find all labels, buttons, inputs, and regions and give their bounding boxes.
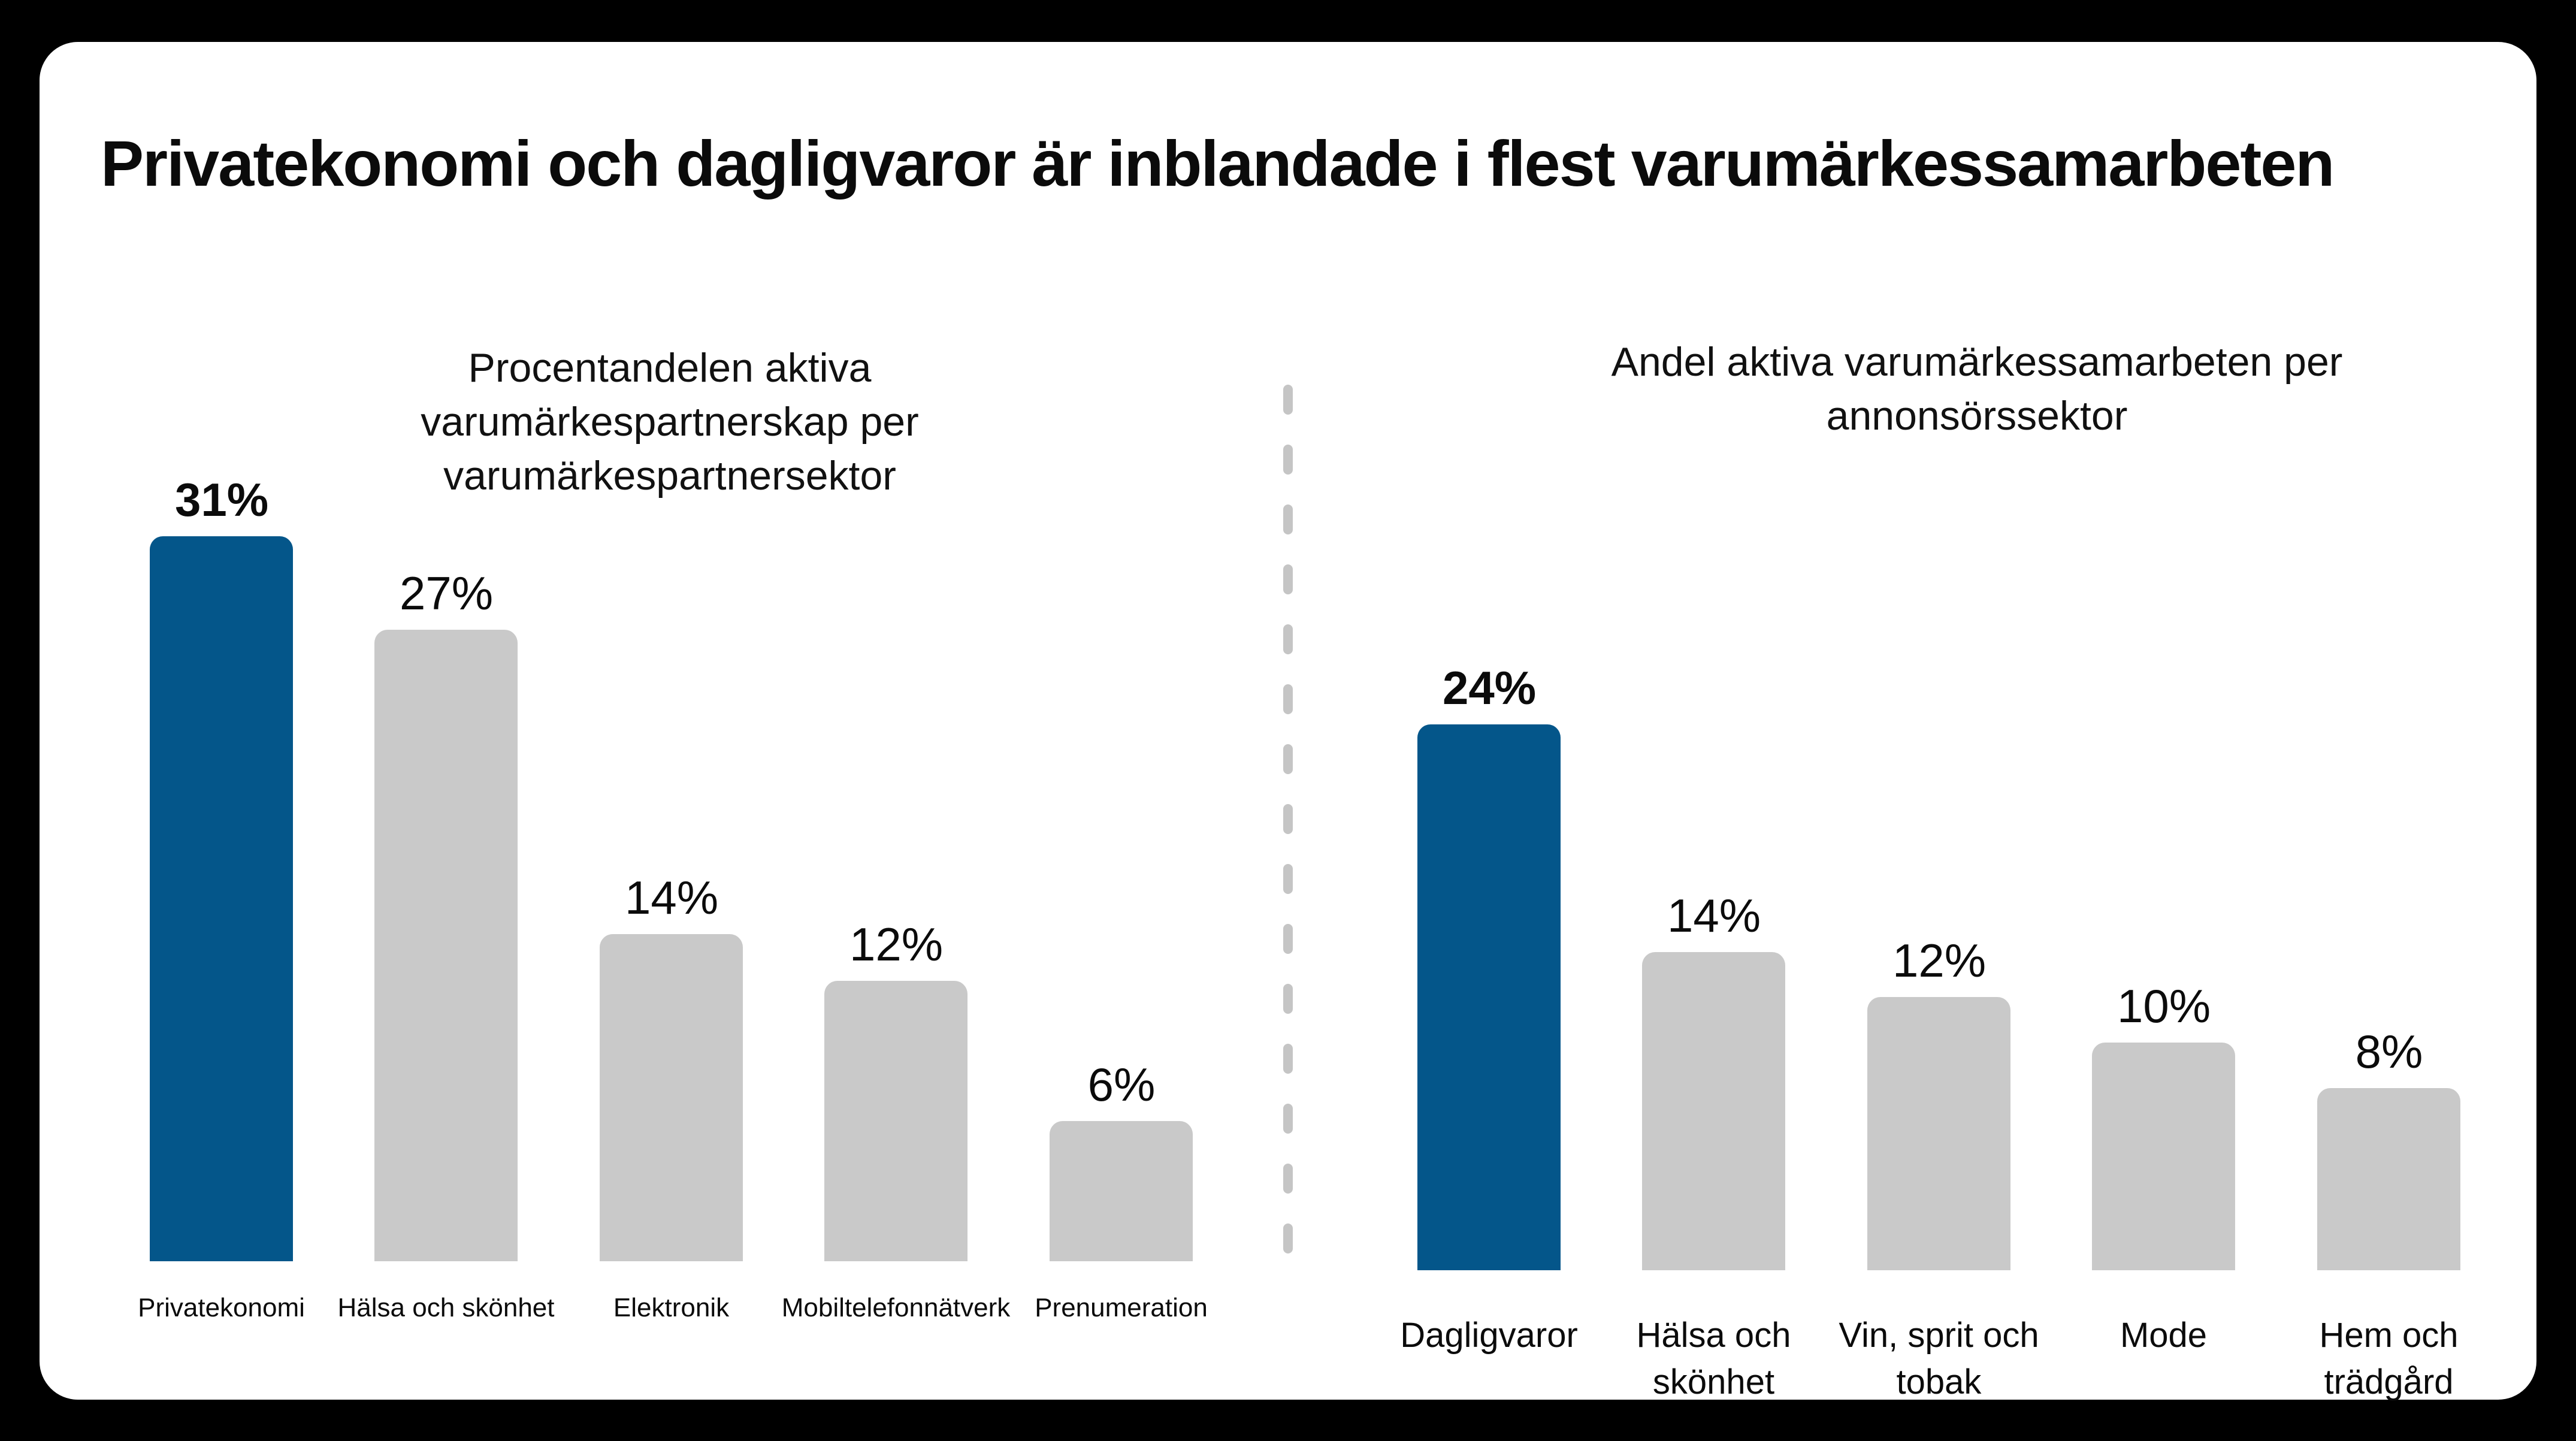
bar-category-label-h-lsa-och-sk-nhet: Hälsa och skönhet bbox=[1573, 1312, 1854, 1405]
bar-category-label-line: Prenumeration bbox=[1035, 1293, 1208, 1322]
bar-category-label-line: Elektronik bbox=[613, 1293, 730, 1322]
bar-category-label-vin-sprit-och-tobak: Vin, sprit och tobak bbox=[1798, 1312, 2079, 1405]
bar-category-label-line: Hälsa och bbox=[1636, 1316, 1791, 1355]
bar-value-label-h-lsa-och-sk-nhet: 14% bbox=[1667, 889, 1761, 942]
bar-vin-sprit-och-tobak bbox=[1867, 997, 2010, 1270]
bar-category-label-line: skönhet bbox=[1652, 1362, 1775, 1401]
bar-prenumeration bbox=[1050, 1121, 1193, 1261]
bar-hem-och-tr-dg-rd bbox=[2317, 1088, 2460, 1270]
left-chart-title: Procentandelen aktiva varumärkespartners… bbox=[191, 342, 1149, 503]
left-chart-title-line-3: varumärkespartnersektor bbox=[443, 452, 896, 499]
bar-category-label-line: Dagligvaror bbox=[1400, 1316, 1578, 1355]
bar-category-label-line: trädgård bbox=[2324, 1362, 2454, 1401]
right-chart-title-line-2: annonsörssektor bbox=[1826, 392, 2128, 439]
bar-category-label-line: Mobiltelefonnätverk bbox=[781, 1293, 1011, 1322]
page-title: Privatekonomi och dagligvaror är inbland… bbox=[101, 127, 2335, 200]
bar-category-label-line: tobak bbox=[1896, 1362, 1982, 1401]
bar-value-label-hem-och-tr-dg-rd: 8% bbox=[2355, 1025, 2423, 1078]
bar-category-label-elektronik: Elektronik bbox=[531, 1291, 812, 1325]
left-chart-title-line-1: Procentandelen aktiva bbox=[468, 345, 872, 391]
bar-value-label-elektronik: 14% bbox=[624, 871, 719, 924]
bar-category-label-line: Hem och bbox=[2319, 1316, 2459, 1355]
bar-category-label-privatekonomi: Privatekonomi bbox=[81, 1291, 362, 1325]
bar-dagligvaror bbox=[1417, 724, 1561, 1270]
bar-value-label-privatekonomi: 31% bbox=[174, 473, 269, 526]
bar-value-label-dagligvaror: 24% bbox=[1442, 661, 1537, 714]
right-chart-title: Andel aktiva varumärkessamarbeten per an… bbox=[1468, 336, 2486, 443]
bar-mode bbox=[2092, 1043, 2235, 1270]
bar-category-label-mobiltelefonn-tverk: Mobiltelefonnätverk bbox=[755, 1291, 1036, 1325]
bar-category-label-prenumeration: Prenumeration bbox=[981, 1291, 1262, 1325]
bar-value-label-vin-sprit-och-tobak: 12% bbox=[1892, 934, 1987, 987]
bar-category-label-hem-och-tr-dg-rd: Hem och trädgård bbox=[2248, 1312, 2529, 1405]
bar-value-label-mobiltelefonn-tverk: 12% bbox=[849, 918, 944, 971]
bar-h-lsa-och-sk-nhet bbox=[1642, 952, 1785, 1270]
bar-value-label-prenumeration: 6% bbox=[1087, 1058, 1156, 1111]
bar-category-label-line: Mode bbox=[2120, 1316, 2208, 1355]
divider-dashed-line bbox=[1283, 385, 1293, 1293]
bar-h-lsa-och-sk-nhet bbox=[374, 630, 518, 1261]
slide-card: Privatekonomi och dagligvaror är inbland… bbox=[40, 42, 2536, 1401]
bar-privatekonomi bbox=[150, 536, 293, 1261]
bar-category-label-mode: Mode bbox=[2023, 1312, 2304, 1359]
bar-elektronik bbox=[600, 934, 743, 1261]
bar-category-label-line: Vin, sprit och bbox=[1839, 1316, 2039, 1355]
right-chart-plot: 24% 14% 12% 10% 8% bbox=[1417, 611, 2460, 1270]
bar-value-label-mode: 10% bbox=[2117, 980, 2211, 1032]
bar-category-label-line: Hälsa och skönhet bbox=[337, 1293, 555, 1322]
bar-category-label-dagligvaror: Dagligvaror bbox=[1349, 1312, 1629, 1359]
bar-category-label-h-lsa-och-sk-nhet: Hälsa och skönhet bbox=[306, 1291, 586, 1325]
left-chart-plot: 31% 27% 14% 12% 6% bbox=[150, 422, 1193, 1261]
bar-mobiltelefonn-tverk bbox=[824, 981, 967, 1261]
bar-category-label-line: Privatekonomi bbox=[138, 1293, 305, 1322]
left-chart-title-line-2: varumärkespartnerskap per bbox=[421, 398, 919, 445]
bar-value-label-h-lsa-och-sk-nhet: 27% bbox=[399, 567, 494, 620]
right-chart-title-line-1: Andel aktiva varumärkessamarbeten per bbox=[1611, 339, 2343, 385]
